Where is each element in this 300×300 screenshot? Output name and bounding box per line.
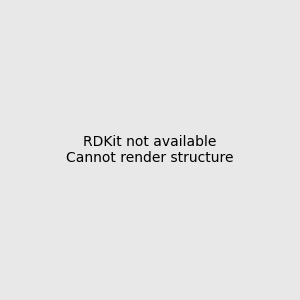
Text: RDKit not available
Cannot render structure: RDKit not available Cannot render struct… xyxy=(66,135,234,165)
